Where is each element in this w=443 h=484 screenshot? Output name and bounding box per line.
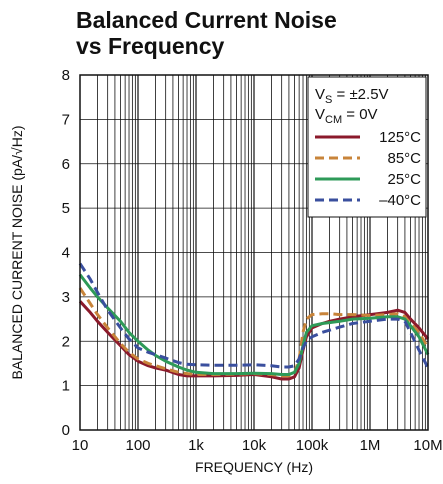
y-tick-label: 2: [62, 333, 70, 350]
y-axis-label: BALANCED CURRENT NOISE (pA/√Hz): [9, 125, 25, 379]
y-tick-label: 5: [62, 200, 70, 217]
y-tick-label: 6: [62, 156, 70, 173]
legend-label: 85°C: [387, 150, 421, 167]
series-line: [78, 273, 430, 376]
x-tick-label: 10: [72, 437, 89, 454]
series-lines: [78, 262, 430, 381]
legend-label: –40°C: [379, 192, 421, 209]
chart-title-line-1: Balanced Current Noise: [76, 7, 337, 33]
x-tick-label: 1M: [360, 437, 381, 454]
condition-vcm: VCM = 0V: [315, 106, 378, 126]
x-tick-label: 10k: [242, 437, 267, 454]
grid: [80, 75, 428, 430]
y-tick-label: 8: [62, 67, 70, 84]
legend-box: [307, 76, 427, 218]
condition-vs: VS = ±2.5V: [315, 86, 389, 106]
x-tick-label: 100k: [296, 437, 329, 454]
x-tick-label: 10M: [413, 437, 442, 454]
tick-labels: 10 100 1k 10k 100k 1M 10M 0 1 2 3 4 5 6 7 8: [62, 67, 443, 454]
legend-label: 25°C: [387, 171, 421, 188]
plot-frame: [79, 74, 429, 431]
x-tick-label: 100: [125, 437, 150, 454]
y-tick-label: 4: [62, 245, 70, 262]
series-line: [78, 262, 430, 369]
x-axis-label: FREQUENCY (Hz): [195, 459, 313, 475]
y-tick-label: 0: [62, 422, 70, 439]
x-tick-label: 1k: [188, 437, 204, 454]
y-tick-label: 7: [62, 111, 70, 128]
legend-label: 125°C: [379, 129, 421, 146]
y-tick-label: 3: [62, 289, 70, 306]
chart-title-line-2: vs Frequency: [76, 33, 224, 59]
y-tick-label: 1: [62, 378, 70, 395]
